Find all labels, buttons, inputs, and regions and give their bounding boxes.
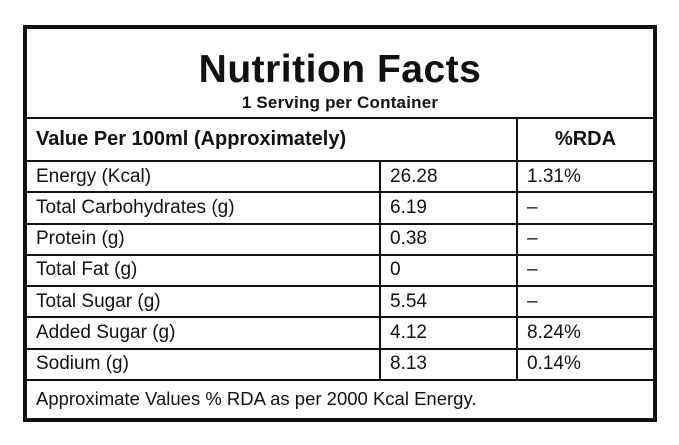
nutrient-rda: – [516, 222, 654, 256]
footnote-text: Approximate Values % RDA as per 2000 Kca… [27, 378, 654, 418]
nutrient-rda: 8.24% [516, 316, 654, 350]
nutrient-value: 5.54 [378, 285, 519, 319]
nutrient-value: 0.38 [378, 222, 519, 256]
nutrient-value: 26.28 [378, 160, 519, 194]
table-row-protein: Protein (g) 0.38 – [27, 222, 654, 256]
nutrient-value: 6.19 [378, 191, 519, 225]
nutrient-rda: – [516, 285, 654, 319]
column-header-rda: %RDA [516, 116, 654, 163]
nutrient-name: Sodium (g) [27, 347, 381, 381]
nutrient-name: Protein (g) [27, 222, 381, 256]
nutrient-rda: 0.14% [516, 347, 654, 381]
table-row-energy: Energy (Kcal) 26.28 1.31% [27, 160, 654, 194]
table-row-total-fat: Total Fat (g) 0 – [27, 253, 654, 288]
nutrient-rda: – [516, 253, 654, 288]
nutrient-name: Added Sugar (g) [27, 316, 381, 350]
nutrient-name: Total Sugar (g) [27, 285, 381, 319]
nutrient-name: Energy (Kcal) [27, 160, 381, 194]
column-header-value-per-100ml: Value Per 100ml (Approximately) [27, 116, 519, 163]
table-row-added-sugar: Added Sugar (g) 4.12 8.24% [27, 316, 654, 350]
label-masthead: Nutrition Facts 1 Serving per Container [27, 29, 653, 117]
label-subtitle: 1 Serving per Container [241, 93, 439, 112]
nutrient-name: Total Carbohydrates (g) [27, 191, 381, 225]
nutrient-name: Total Fat (g) [27, 253, 381, 288]
table-footnote-row: Approximate Values % RDA as per 2000 Kca… [27, 378, 654, 418]
label-title: Nutrition Facts [198, 48, 482, 92]
table-row-total-carbohydrates: Total Carbohydrates (g) 6.19 – [27, 191, 654, 225]
table-header-row: Value Per 100ml (Approximately) %RDA [27, 116, 654, 163]
nutrient-rda: – [516, 191, 654, 225]
nutrition-label-frame: Nutrition Facts 1 Serving per Container … [23, 25, 657, 422]
nutrient-value: 0 [378, 253, 519, 288]
nutrition-table: Value Per 100ml (Approximately) %RDA Ene… [27, 116, 654, 418]
table-row-total-sugar: Total Sugar (g) 5.54 – [27, 285, 654, 319]
nutrient-value: 4.12 [378, 316, 519, 350]
table-row-sodium: Sodium (g) 8.13 0.14% [27, 347, 654, 381]
nutrient-rda: 1.31% [516, 160, 654, 194]
nutrient-value: 8.13 [378, 347, 519, 381]
